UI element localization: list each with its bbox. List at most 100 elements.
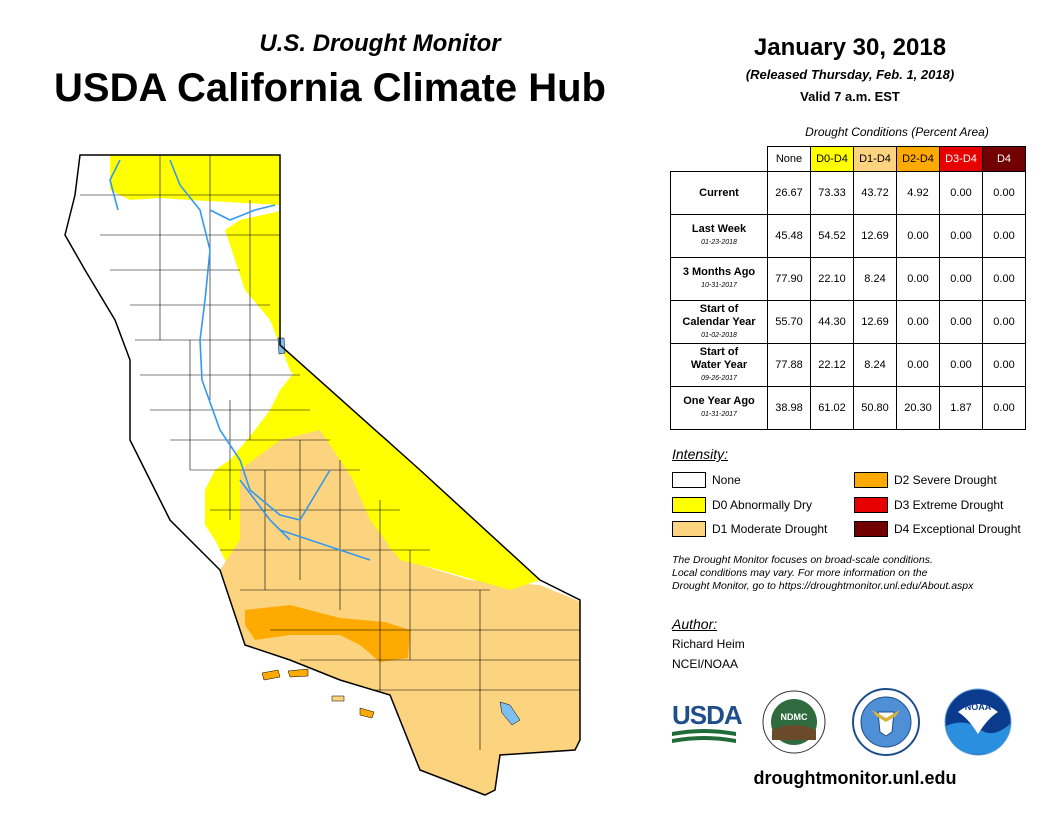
row-label-text: 3 Months Ago [682, 266, 756, 278]
author-heading: Author: [672, 616, 718, 632]
table-cell: 0.00 [982, 257, 1026, 301]
disclaimer-line: The Drought Monitor focuses on broad-sca… [672, 554, 933, 566]
table-cell: 54.52 [810, 214, 854, 258]
county-lines [80, 155, 580, 750]
salton-sea [499, 701, 521, 726]
table-cell: 0.00 [939, 257, 983, 301]
table-cell: 22.12 [810, 343, 854, 387]
table-cell: 0.00 [896, 257, 940, 301]
table-cell: 26.67 [767, 171, 811, 215]
channel-island-1 [261, 669, 281, 681]
table-cell: 45.48 [767, 214, 811, 258]
table-cell: 0.00 [982, 214, 1026, 258]
col-header-d1-d4: D1-D4 [853, 146, 897, 172]
table-row: Current 26.67 73.33 43.72 4.92 0.00 0.00 [670, 171, 1026, 215]
legend-swatch-d2 [854, 472, 888, 488]
table-cell: 22.10 [810, 257, 854, 301]
disclaimer-line: Local conditions may vary. For more info… [672, 567, 928, 579]
map-d0-north [110, 155, 280, 205]
table-cell: 77.88 [767, 343, 811, 387]
drought-conditions-table: None D0-D4 D1-D4 D2-D4 D3-D4 D4 Current 2… [670, 146, 1026, 430]
table-row: 3 Months Ago 10-31-2017 77.90 22.10 8.24 0.00… [670, 257, 1026, 301]
row-label: One Year Ago 01-31-2017 [670, 386, 768, 430]
table-cell: 0.00 [982, 386, 1026, 430]
table-cell: 0.00 [982, 343, 1026, 387]
table-cell: 0.00 [939, 214, 983, 258]
table-cell: 12.69 [853, 300, 897, 344]
legend-item-d0: D0 Abnormally Dry [672, 497, 812, 513]
table-cell: 0.00 [896, 343, 940, 387]
channel-island-3 [331, 695, 345, 702]
legend-item-d3: D3 Extreme Drought [854, 497, 1003, 513]
table-cell: 55.70 [767, 300, 811, 344]
row-date: 01-31-2017 [701, 411, 737, 418]
disclaimer-line: Drought Monitor, go to https://droughtmo… [672, 580, 974, 592]
row-label: 3 Months Ago 10-31-2017 [670, 257, 768, 301]
rivers [109, 159, 371, 561]
map-d0-strip-east [280, 345, 540, 590]
table-cell: 1.87 [939, 386, 983, 430]
map-title: USDA California Climate Hub [54, 66, 606, 110]
table-row: Start of Calendar Year 01-02-2018 55.70 44.3… [670, 300, 1026, 344]
col-header-none: None [767, 146, 811, 172]
row-label: Last Week 01-23-2018 [670, 214, 768, 258]
legend-item-d1: D1 Moderate Drought [672, 521, 827, 537]
legend-label: D4 Exceptional Drought [894, 522, 1021, 536]
row-label: Start of Calendar Year 01-02-2018 [670, 300, 768, 344]
row-label-text: Start of [699, 345, 739, 358]
california-drought-map [64, 154, 581, 796]
col-header-d2-d4: D2-D4 [896, 146, 940, 172]
legend-label: D3 Extreme Drought [894, 498, 1004, 512]
usda-logo: USDA [672, 700, 743, 730]
table-cell: 73.33 [810, 171, 854, 215]
author-org: NCEI/NOAA [672, 657, 739, 671]
table-cell: 61.02 [810, 386, 854, 430]
commerce-seal-logo [852, 688, 920, 756]
table-cell: 44.30 [810, 300, 854, 344]
row-label: Start of Water Year 09-26-2017 [670, 343, 768, 387]
table-cell: 0.00 [896, 214, 940, 258]
table-row: One Year Ago 01-31-2017 38.98 61.02 50.80 20.… [670, 386, 1026, 430]
map-date: January 30, 2018 [753, 34, 947, 61]
table-row: Start of Water Year 09-26-2017 77.88 22.12 8.… [670, 343, 1026, 387]
legend-item-none: None [672, 472, 741, 488]
table-cell: 12.69 [853, 214, 897, 258]
legend-item-d4: D4 Exceptional Drought [854, 521, 1021, 537]
legend-label: None [712, 473, 741, 487]
valid-time: Valid 7 a.m. EST [800, 89, 900, 104]
ndmc-logo-text: NDMC [781, 712, 808, 722]
legend-label: D1 Moderate Drought [712, 522, 828, 536]
map-subtitle: U.S. Drought Monitor [259, 30, 501, 57]
row-label: Current [670, 171, 768, 215]
legend-swatch-d4 [854, 521, 888, 537]
legend-swatch-d1 [672, 521, 706, 537]
table-corner [670, 146, 768, 172]
row-label-text-2: Water Year [690, 358, 748, 371]
table-cell: 0.00 [939, 171, 983, 215]
table-cell: 50.80 [853, 386, 897, 430]
author-name: Richard Heim [672, 637, 745, 651]
website-link[interactable]: droughtmonitor.unl.edu [753, 768, 957, 788]
legend-heading: Intensity: [672, 446, 729, 462]
noaa-logo: NOAA [944, 688, 1012, 756]
ndmc-logo: NDMC [762, 690, 826, 754]
channel-island-4 [359, 707, 375, 719]
legend-swatch-d0 [672, 497, 706, 513]
table-caption: Drought Conditions (Percent Area) [805, 125, 989, 139]
row-date: 01-02-2018 [701, 331, 737, 339]
legend-swatch-none [672, 472, 706, 488]
table-row: Last Week 01-23-2018 45.48 54.52 12.69 0.00 0.… [670, 214, 1026, 258]
release-date: (Released Thursday, Feb. 1, 2018) [745, 67, 955, 82]
legend-item-d2: D2 Severe Drought [854, 472, 997, 488]
table-cell: 20.30 [896, 386, 940, 430]
table-cell: 38.98 [767, 386, 811, 430]
table-cell: 0.00 [939, 343, 983, 387]
col-header-d3-d4: D3-D4 [939, 146, 983, 172]
table-cell: 4.92 [896, 171, 940, 215]
row-date: 09-26-2017 [701, 374, 737, 382]
table-cell: 0.00 [982, 171, 1026, 215]
table-header-row: None D0-D4 D1-D4 D2-D4 D3-D4 D4 [670, 146, 1026, 172]
legend-label: D2 Severe Drought [894, 473, 997, 487]
row-date: 10-31-2017 [701, 282, 737, 289]
channel-island-2 [287, 668, 309, 678]
